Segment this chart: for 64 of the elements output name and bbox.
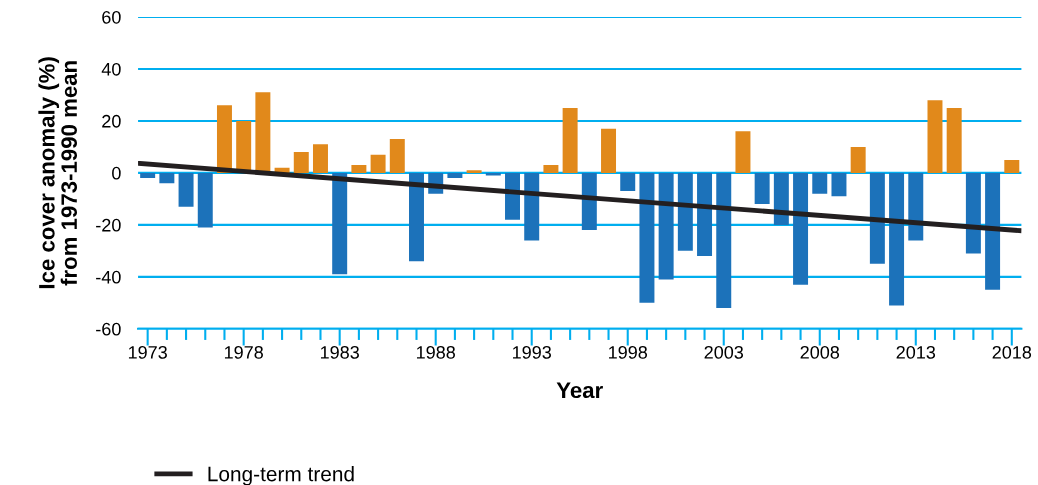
x-tick-label: 2008 [800,345,840,359]
bar [197,172,213,228]
bar [658,172,674,280]
bar [140,172,156,179]
y-tick-label: 20 [102,114,121,128]
y-tick-label: 60 [102,10,121,24]
bar [159,172,175,184]
bar [524,172,540,241]
bar [677,172,693,251]
x-tick-label: 2003 [704,345,744,359]
bar [773,172,789,225]
x-tick-label: 1973 [128,345,167,359]
bar [850,146,866,173]
legend-label: Long-term trend [208,466,354,485]
x-tick-label: 2013 [896,345,936,359]
bar [466,170,482,173]
bar [639,172,655,303]
bar [889,172,905,306]
bar [236,120,252,173]
bar [389,139,405,173]
bar [831,172,847,197]
bar [543,165,559,173]
bar [447,172,463,179]
bar [178,172,194,207]
x-tick-label: 1978 [224,345,263,359]
x-tick-label: 1988 [417,345,455,359]
bar [581,172,597,231]
bar [869,172,885,264]
bar [735,131,751,173]
bar [312,144,328,173]
bar [793,172,809,285]
bar [754,172,770,205]
bar [562,107,578,173]
bar [908,172,924,241]
bar [409,172,424,262]
bar [351,165,367,173]
bar [946,107,962,173]
y-axis-title: Ice cover anomaly (%) from 1973-1990 mean [38,57,78,289]
x-tick-label: 1993 [513,345,552,359]
bar [697,172,713,257]
bar [716,172,732,309]
bar [505,172,520,220]
x-tick-label: 1983 [320,345,359,359]
bar [927,100,943,173]
bar [620,172,636,192]
bar [370,154,386,173]
bar [965,172,981,254]
x-axis-title: Year [556,382,603,399]
y-tick-label: 0 [112,166,121,180]
bar [332,172,348,275]
y-tick-label: -20 [96,218,121,232]
bar [293,152,309,173]
y-tick-label: -60 [96,322,121,336]
y-tick-label: 40 [101,62,121,76]
y-tick-label: -40 [96,270,121,284]
bar [985,172,1001,290]
bar [485,172,501,176]
bar [601,128,617,173]
x-tick-label: 2018 [992,345,1032,359]
x-tick-label: 1998 [609,345,648,359]
bar [255,92,271,173]
bar [1004,159,1020,173]
bar [216,105,232,173]
bar [812,172,828,194]
